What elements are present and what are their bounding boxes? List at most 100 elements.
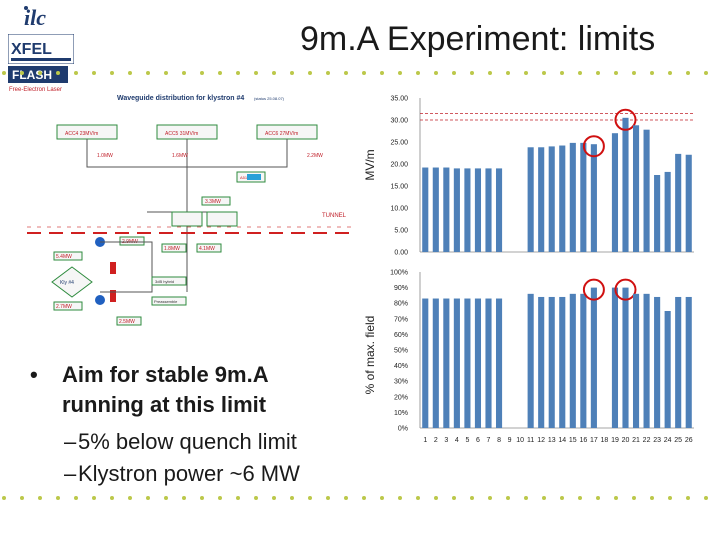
svg-text:ACC6 27MV/m: ACC6 27MV/m [265, 131, 298, 137]
svg-text:ACC4 23MV/m: ACC4 23MV/m [65, 131, 98, 137]
divider-dot [200, 496, 204, 500]
divider-dot [614, 71, 618, 75]
divider-dot [326, 71, 330, 75]
y-tick-label: 0% [398, 426, 408, 433]
svg-text:3dB hybrid: 3dB hybrid [155, 279, 174, 284]
bar [474, 298, 482, 428]
x-tick-label: 23 [653, 437, 661, 444]
divider-dot [668, 71, 672, 75]
divider-dot [524, 496, 528, 500]
divider-dot [110, 496, 114, 500]
divider-dot [578, 71, 582, 75]
bar [443, 167, 450, 252]
xfel-logo-text: XFEL [11, 41, 52, 58]
bar [590, 287, 597, 428]
divider-dot [290, 71, 294, 75]
divider-dot [2, 71, 6, 75]
y-tick-label: 5.00 [394, 228, 408, 235]
bar [538, 296, 545, 428]
highlight-circle [582, 135, 605, 158]
flash-logo-subtext: Free-Electron Laser [9, 87, 62, 93]
bar [685, 296, 692, 428]
bullet-main-line1: Aim for stable 9m.A [62, 362, 269, 387]
sub-bullet-marker: – [64, 461, 77, 486]
divider-dot [614, 496, 618, 500]
bar [432, 298, 439, 428]
divider-dot [308, 71, 312, 75]
bullet-sub-2: – Klystron power ~6 MW [26, 458, 356, 490]
x-tick-label: 12 [537, 437, 545, 444]
divider-dot [74, 496, 78, 500]
y-tick-label: 60% [394, 332, 408, 339]
bar [527, 147, 534, 252]
bar [580, 142, 587, 252]
divider-dot [146, 71, 150, 75]
divider-dot [632, 496, 636, 500]
bar [569, 293, 576, 428]
divider-dot [416, 71, 420, 75]
schematic-title: Waveguide distribution for klystron #4 [117, 95, 244, 102]
divider-dot [254, 71, 258, 75]
bullet-list: • Aim for stable 9m.A running at this li… [26, 360, 356, 490]
x-tick-label: 3 [444, 437, 448, 444]
gradient-chart: 0.00 5.00 10.00 15.00 20.00 25.00 30.00 35.00 MV… [363, 94, 702, 257]
divider-dot [164, 71, 168, 75]
x-tick-label: 19 [611, 437, 619, 444]
y-tick-label: 100% [390, 270, 408, 277]
klystron-label: Kly #4 [60, 280, 74, 286]
bar [453, 298, 460, 428]
bar [664, 311, 671, 428]
bar [422, 298, 429, 428]
divider-dot [200, 71, 204, 75]
bar [611, 133, 619, 252]
x-tick-label: 17 [590, 437, 598, 444]
slide-title: 9m.A Experiment: limits [300, 20, 656, 58]
x-tick-label: 21 [632, 437, 640, 444]
divider-dot [254, 496, 258, 500]
divider-dot [110, 71, 114, 75]
divider-dot [542, 71, 546, 75]
highlight-circle [614, 108, 637, 131]
bar [643, 293, 650, 428]
bar [559, 296, 566, 428]
divider-dot [92, 496, 96, 500]
svg-text:2.2MW: 2.2MW [307, 153, 323, 159]
bar [474, 168, 482, 252]
divider-dot [488, 496, 492, 500]
x-tick-label: 7 [487, 437, 491, 444]
x-tick-label: 2 [434, 437, 438, 444]
bar [443, 298, 450, 428]
bar [580, 293, 587, 428]
divider-dot [128, 496, 132, 500]
divider-dot [380, 496, 384, 500]
percent-field-chart: 0% 10% 20% 30% 40% 50% 60% 70% 80% 90% 100% % of ma… [363, 268, 702, 446]
divider-dot [596, 71, 600, 75]
y-tick-label: 70% [394, 316, 408, 323]
divider-dot [398, 496, 402, 500]
divider-dot [560, 71, 564, 75]
y-tick-label: 30.00 [390, 118, 408, 125]
divider-dot [2, 496, 6, 500]
x-tick-label: 16 [579, 437, 587, 444]
y-tick-label: 10.00 [390, 206, 408, 213]
waveguide-schematic: Waveguide distribution for klystron #4 (… [27, 95, 357, 326]
bullet-main-line2: running at this limit [62, 392, 267, 417]
divider-dot [344, 71, 348, 75]
bar [622, 117, 629, 252]
ilc-logo-text: ilc [24, 5, 46, 30]
divider-dot [56, 496, 60, 500]
y-tick-label: 25.00 [390, 140, 408, 147]
divider-dot [182, 496, 186, 500]
svg-text:Preassemble: Preassemble [154, 299, 178, 304]
svg-text:1.0MW: 1.0MW [97, 153, 113, 159]
divider-dot [74, 71, 78, 75]
x-tick-label: 10 [516, 437, 524, 444]
divider-dot [578, 496, 582, 500]
x-tick-label: 18 [601, 437, 609, 444]
divider-dot [596, 496, 600, 500]
bar [654, 296, 661, 428]
divider-dot [452, 71, 456, 75]
y-tick-label: 90% [394, 285, 408, 292]
bar [485, 168, 492, 252]
